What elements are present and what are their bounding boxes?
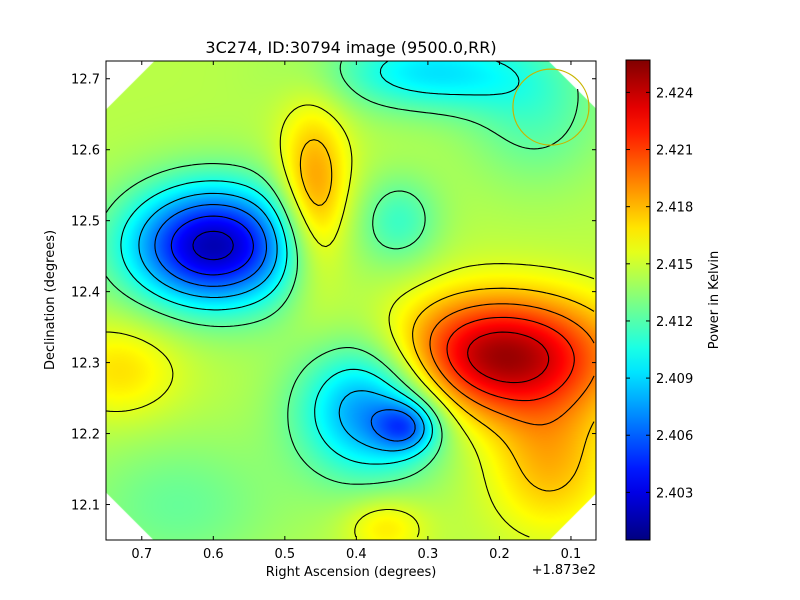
x-tick-label: 0.6 [203, 547, 224, 562]
y-axis-ticks: 12.1 12.2 12.3 12.4 12.5 12.6 12.7 [71, 73, 596, 514]
y-tick-label: 12.2 [71, 428, 100, 443]
contour-line [446, 316, 575, 402]
contour-line [105, 60, 579, 485]
x-tick-label: 0.7 [131, 547, 152, 562]
colorbar-ticks: 2.403 2.406 2.409 2.412 2.415 2.418 2.421 2.424 [626, 86, 693, 501]
colorbar-tick-label: 2.418 [656, 201, 693, 216]
x-axis-ticks: 0.7 0.6 0.5 0.4 0.3 0.2 0.1 [131, 61, 581, 562]
plot-area: 0.7 0.6 0.5 0.4 0.3 0.2 0.1 12.112.212.312.412… [71, 60, 597, 562]
beam-marker [512, 68, 590, 146]
y-tick-label: 12.3 [71, 357, 100, 372]
colorbar-tick-label: 2.421 [656, 144, 693, 159]
y-tick-label: 12.4 [71, 286, 100, 301]
x-axis-label: Right Ascension (degrees) [266, 565, 437, 580]
contour-line [429, 303, 595, 426]
colorbar-label: Power in Kelvin [707, 251, 722, 349]
colorbar-tick-label: 2.415 [656, 258, 693, 273]
contour-line [138, 192, 425, 452]
colorbar-tick-label: 2.412 [656, 315, 693, 330]
contour-line [467, 331, 550, 384]
contour-line [170, 215, 254, 276]
y-tick-label: 12.1 [71, 499, 100, 514]
y-tick-label: 12.6 [71, 144, 100, 159]
contour-lines [105, 60, 595, 538]
contour-line [154, 204, 416, 442]
contour-line [299, 139, 595, 492]
y-tick-label: 12.7 [71, 73, 100, 88]
y-axis-label: Declination (degrees) [43, 230, 58, 370]
y-tick-label: 12.5 [71, 215, 100, 230]
x-tick-label: 0.4 [346, 547, 367, 562]
chart-title: 3C274, ID:30794 image (9500.0,RR) [205, 38, 496, 57]
colorbar-tick-label: 2.406 [656, 429, 693, 444]
x-tick-label: 0.2 [489, 547, 510, 562]
plot-frame [105, 60, 597, 541]
x-tick-label: 0.5 [274, 547, 295, 562]
contour-line [192, 230, 234, 261]
colorbar-tick-label: 2.403 [656, 486, 693, 501]
contour-line [120, 60, 520, 465]
colorbar: 2.403 2.406 2.409 2.412 2.415 2.418 2.421 2.424… [625, 59, 722, 541]
colorbar-gradient [625, 59, 651, 541]
x-axis-offset-label: +1.873e2 [532, 563, 596, 578]
colorbar-tick-label: 2.424 [656, 86, 693, 101]
x-tick-label: 0.1 [561, 547, 582, 562]
x-tick-label: 0.3 [418, 547, 439, 562]
colorbar-tick-label: 2.409 [656, 372, 693, 387]
contour-line [105, 104, 595, 538]
